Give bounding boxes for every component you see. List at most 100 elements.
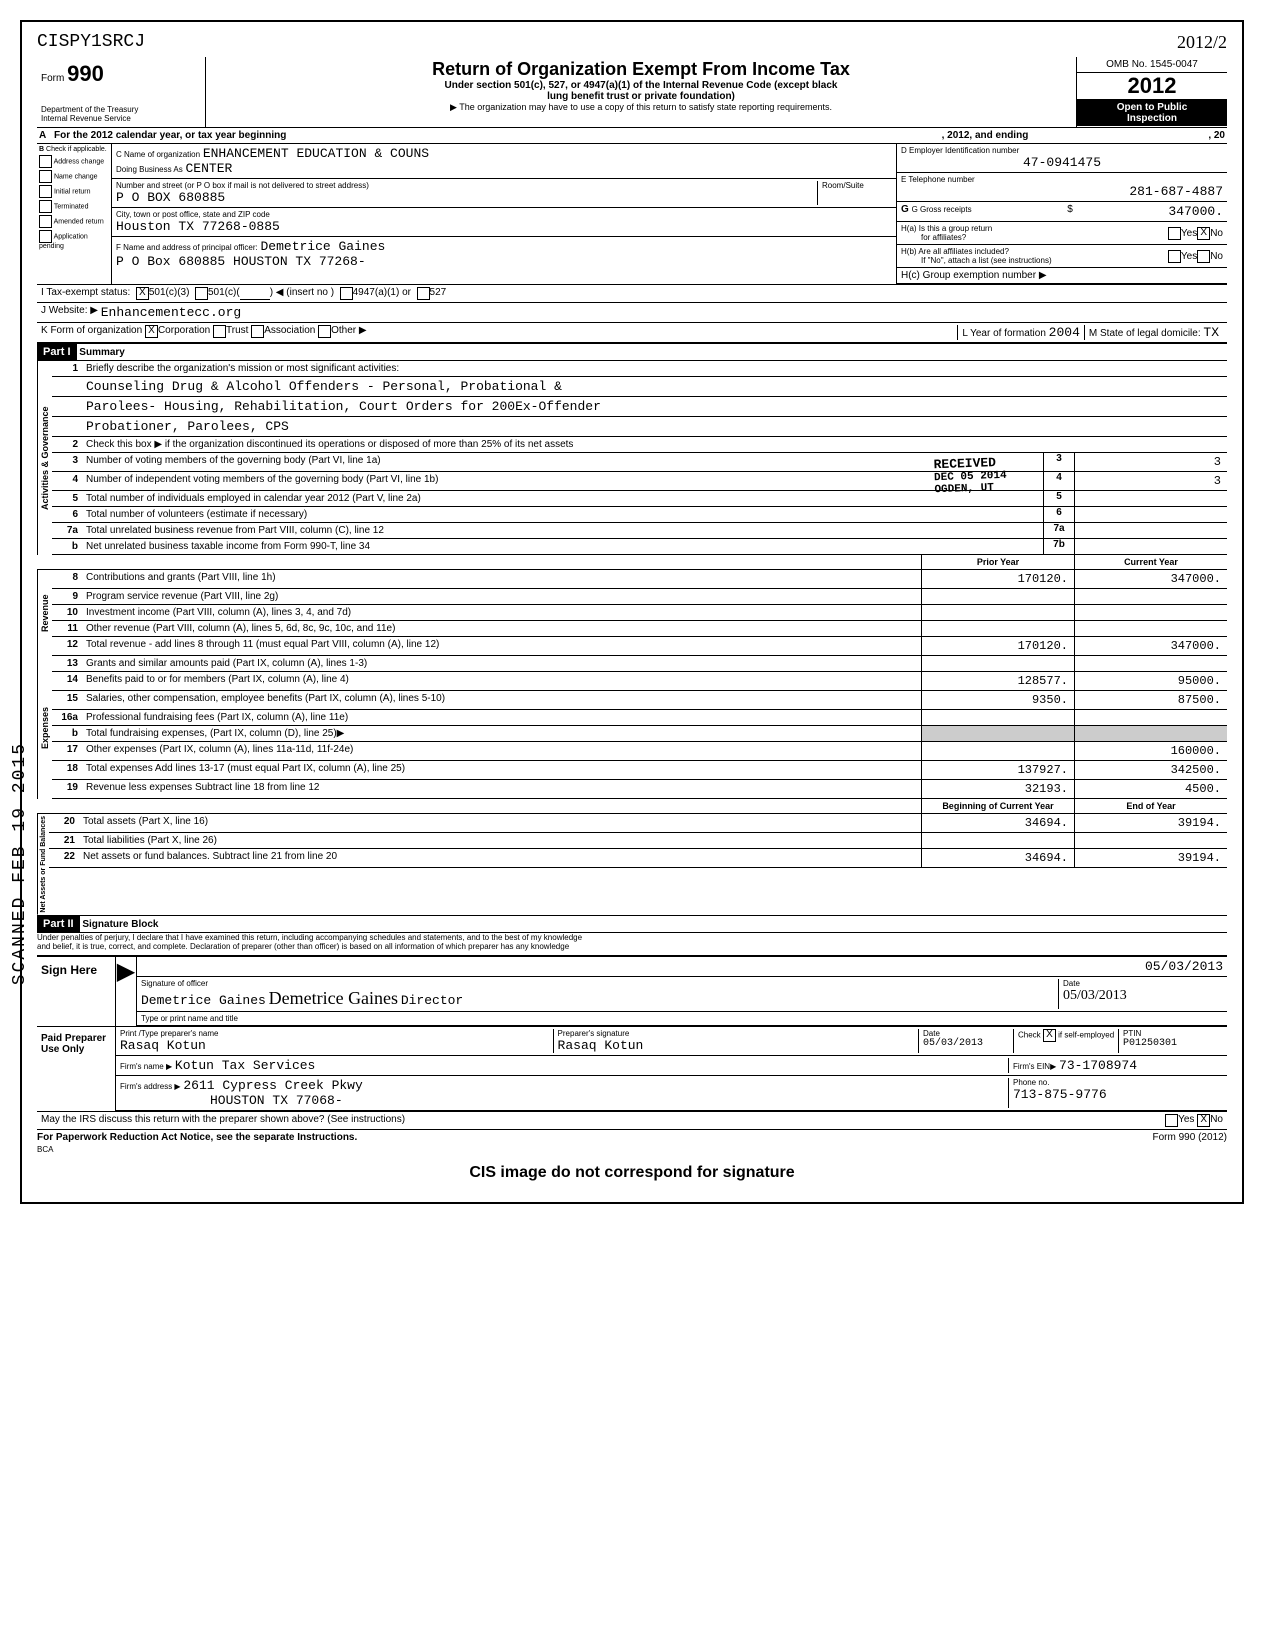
check-note: Check if applicable. [46, 146, 107, 153]
other-check[interactable] [318, 325, 331, 338]
sub1: Under section 501(c), 527, or 4947(a)(1)… [214, 80, 1068, 91]
prior-year-hdr: Prior Year [921, 555, 1074, 569]
ein-value: 47-0941475 [901, 155, 1223, 170]
line7a: Total unrelated business revenue from Pa… [82, 523, 1043, 538]
irs-label: Internal Revenue Service [41, 114, 201, 123]
527-check[interactable] [417, 287, 430, 300]
i-label: I Tax-exempt status: [41, 287, 130, 300]
sign-here-label: Sign Here [37, 957, 116, 1026]
line1-label: Briefly describe the organization's miss… [82, 361, 1227, 376]
officer-label: F Name and address of principal officer: [116, 243, 258, 252]
line4: Number of independent voting members of … [82, 472, 1043, 490]
firm-phone: 713-875-9776 [1013, 1087, 1223, 1102]
form-title: Return of Organization Exempt From Incom… [214, 59, 1068, 80]
firm-addr1: 2611 Cypress Creek Pkwy [183, 1078, 362, 1093]
hb-yes-check[interactable] [1168, 250, 1181, 263]
part2-title: Signature Block [82, 919, 158, 930]
sub3: ▶ The organization may have to use a cop… [214, 102, 1068, 113]
perjury-2: and belief, it is true, correct, and com… [37, 942, 1227, 951]
501c3-check[interactable]: X [136, 287, 149, 300]
firm-name: Kotun Tax Services [175, 1058, 315, 1073]
preparer-name: Rasaq Kotun [120, 1038, 553, 1053]
mission-2: Parolees- Housing, Rehabilitation, Court… [82, 397, 1227, 416]
begin-year-hdr: Beginning of Current Year [921, 799, 1074, 813]
discuss-yes[interactable] [1165, 1114, 1178, 1127]
col-b-checks: B Check if applicable. Address change Na… [37, 144, 112, 284]
gross-label: G G Gross receipts [901, 204, 972, 219]
ha-yes-check[interactable] [1168, 227, 1181, 240]
mission-3: Probationer, Parolees, CPS [82, 417, 1227, 436]
website-value: Enhancementecc.org [101, 305, 241, 320]
col-d-ids: D Employer Identification number 47-0941… [897, 144, 1227, 284]
4947-check[interactable] [340, 287, 353, 300]
identity-block: B Check if applicable. Address change Na… [37, 144, 1227, 285]
officer-signature: Demetrice Gaines [269, 988, 398, 1008]
j-label: J Website: ▶ [41, 305, 98, 320]
dept-treasury: Department of the Treasury [41, 105, 201, 114]
officer-addr: P O Box 680885 HOUSTON TX 77268- [116, 254, 366, 269]
hc-label: H(c) Group exemption number ▶ [897, 268, 1227, 284]
discuss-row: May the IRS discuss this return with the… [37, 1112, 1227, 1130]
assoc-check[interactable] [251, 325, 264, 338]
check-name: Name change [39, 170, 109, 183]
row-a-text3: , 20 [1208, 130, 1225, 141]
k-label: K Form of organization [41, 325, 142, 340]
hb-no-check[interactable] [1197, 250, 1210, 263]
po-box: P O BOX 680885 [116, 190, 817, 205]
header-title-block: Return of Organization Exempt From Incom… [206, 57, 1076, 127]
footer-row: For Paperwork Reduction Act Notice, see … [37, 1130, 1227, 1145]
cis-note: CIS image do not correspond for signatur… [37, 1154, 1227, 1192]
mission-1: Counseling Drug & Alcohol Offenders - Pe… [82, 377, 1227, 396]
received-stamp: RECEIVED DEC 05 2014 OGDEN, UT [934, 455, 1008, 497]
side-activities: Activities & Governance [37, 361, 52, 555]
ha-label2: for affiliates? [901, 233, 1168, 242]
current-year-hdr: Current Year [1074, 555, 1227, 569]
sign-block: Sign Here ▶ 05/03/2013 Signature of offi… [37, 955, 1227, 1112]
discuss-no[interactable]: X [1197, 1114, 1210, 1127]
trust-check[interactable] [213, 325, 226, 338]
label-b: B [39, 146, 44, 153]
part1-header: Part I Summary [37, 343, 1227, 361]
row-a-text2: , 2012, and ending [942, 130, 1029, 141]
part2-header: Part II Signature Block [37, 915, 1227, 933]
tax-year: 2012 [1077, 73, 1227, 100]
firm-addr2: HOUSTON TX 77068- [120, 1093, 343, 1108]
dollar-sign: $ [972, 204, 1169, 219]
scanned-stamp: SCANNED FEB 19 2015 [10, 742, 30, 985]
net-section: Net Assets or Fund Balances 20Total asse… [37, 814, 1227, 915]
label-a: A [39, 130, 54, 141]
side-revenue: Revenue [37, 570, 52, 656]
header-right: OMB No. 1545-0047 2012 Open to Public In… [1076, 57, 1227, 127]
org-name: ENHANCEMENT EDUCATION & COUNS [203, 146, 429, 161]
ha-no-check[interactable]: X [1197, 227, 1210, 240]
check-address: Address change [39, 155, 109, 168]
row-a-text1: For the 2012 calendar year, or tax year … [54, 130, 286, 141]
part2-bar: Part II [37, 916, 80, 932]
end-year-hdr: End of Year [1074, 799, 1227, 813]
revenue-section: Revenue 8Contributions and grants (Part … [37, 570, 1227, 656]
501c-check[interactable] [195, 287, 208, 300]
line3: Number of voting members of the governin… [82, 453, 1043, 471]
row-i: I Tax-exempt status: X 501(c)(3) 501(c)(… [37, 285, 1227, 303]
check-amended: Amended return [39, 215, 109, 228]
open-public: Open to Public Inspection [1077, 100, 1227, 126]
col-headers: Prior Year Current Year [37, 555, 1227, 570]
date-label: Date [1063, 979, 1223, 988]
phone-value: 281-687-4887 [901, 184, 1223, 199]
self-emp-check[interactable]: X [1043, 1029, 1056, 1042]
part1-title: Summary [79, 347, 125, 358]
row-a: A For the 2012 calendar year, or tax yea… [37, 128, 1227, 144]
hb-label: H(b) Are all affiliates included? [901, 247, 1168, 256]
check-terminated: Terminated [39, 200, 109, 213]
form-page: SCANNED FEB 19 2015 CISPY1SRCJ 2012/2 Fo… [20, 20, 1244, 1204]
corp-check[interactable]: X [145, 325, 158, 338]
form-header: Form 990 Department of the Treasury Inte… [37, 57, 1227, 128]
city-value: Houston TX 77268-0885 [116, 219, 892, 234]
dba-value: CENTER [185, 161, 232, 176]
line6: Total number of volunteers (estimate if … [82, 507, 1043, 522]
room-label: Room/Suite [817, 181, 892, 205]
gross-value: 347000. [1168, 204, 1223, 219]
city-label: City, town or post office, state and ZIP… [116, 210, 892, 219]
sig-officer-label: Signature of officer [141, 979, 1058, 988]
net-headers: Beginning of Current Year End of Year [37, 799, 1227, 814]
